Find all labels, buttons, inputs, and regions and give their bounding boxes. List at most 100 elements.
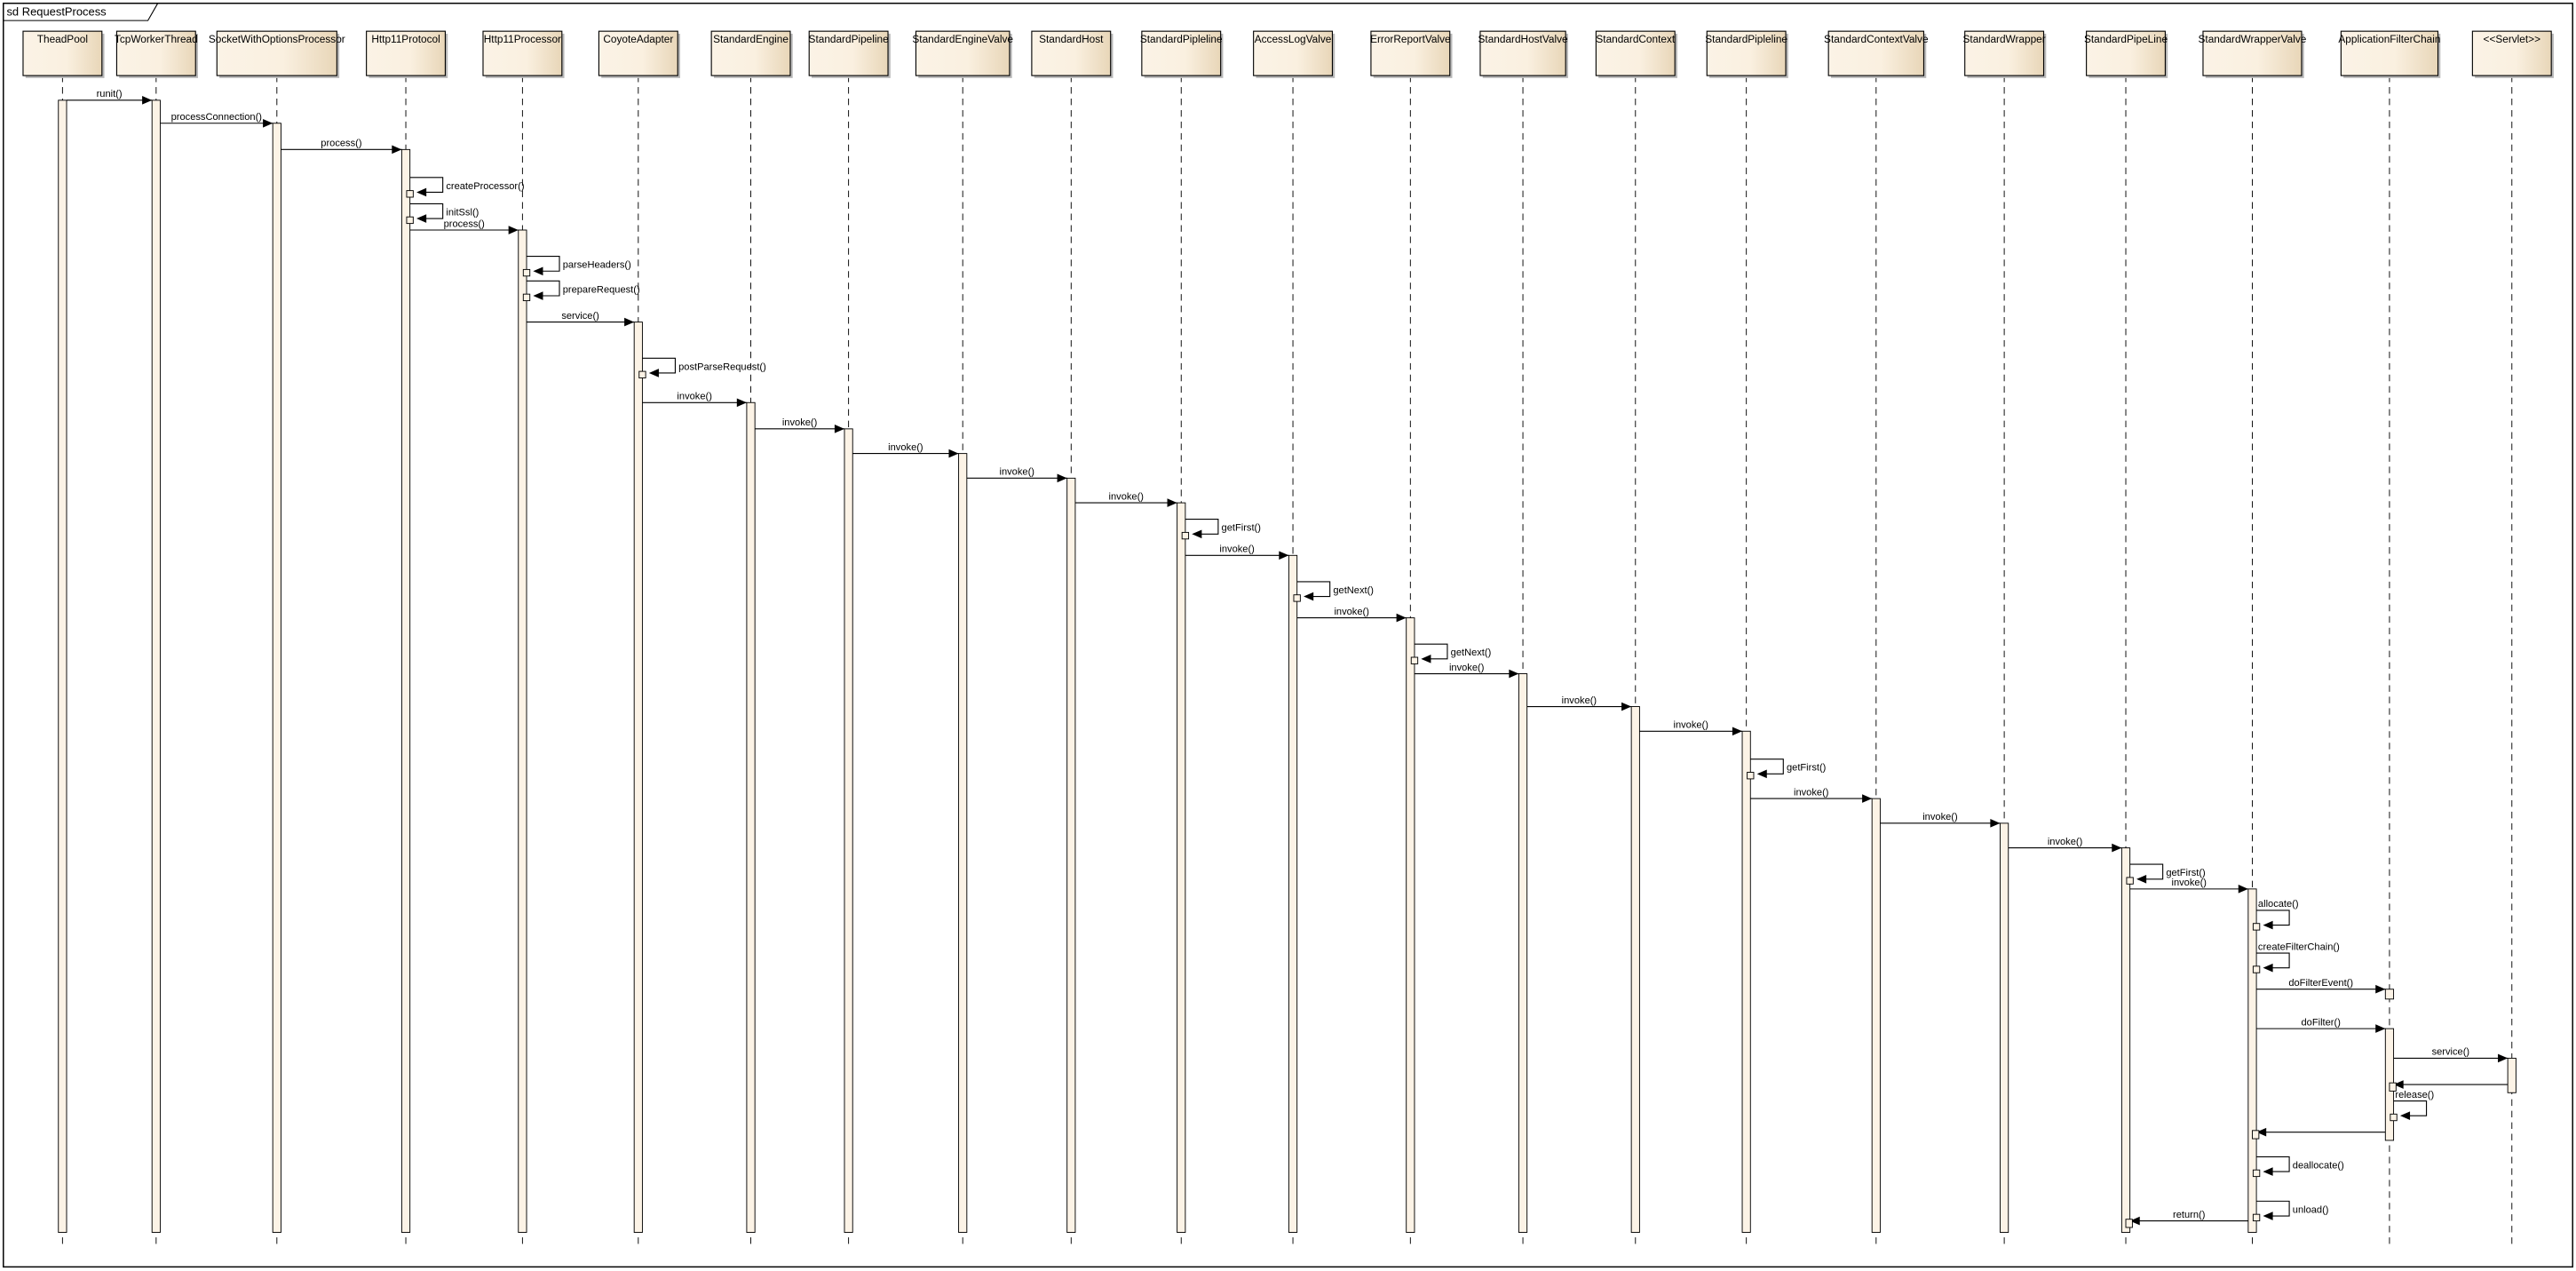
participant-16[interactable]: StandardContextValve: [1824, 30, 1929, 1246]
message[interactable]: invoke(): [1750, 787, 1873, 803]
arrowhead: [1862, 794, 1873, 803]
participant-19[interactable]: StandardWrapperValve: [2199, 30, 2307, 1246]
participant-name: TcpWorkerThread: [115, 33, 198, 45]
message[interactable]: invoke(): [1414, 663, 1519, 679]
participant-0[interactable]: TheadPool: [22, 30, 105, 1246]
participant-13[interactable]: StandardHostValve: [1478, 30, 1568, 1246]
message[interactable]: invoke(): [1185, 544, 1289, 560]
participant-21[interactable]: <<Servlet>>: [2471, 30, 2554, 1246]
message[interactable]: getNext(): [1293, 581, 1374, 602]
message-label: invoke(): [1449, 663, 1484, 673]
participant-14[interactable]: StandardContext: [1595, 30, 1677, 1246]
participant-6[interactable]: StandardEngine: [710, 30, 793, 1246]
message[interactable]: invoke(): [642, 392, 747, 408]
message[interactable]: prepareRequest(): [522, 280, 640, 302]
arrowhead: [624, 317, 635, 327]
message[interactable]: invoke(): [2008, 837, 2122, 853]
arrowhead: [2399, 1111, 2411, 1120]
message[interactable]: invoke(): [852, 442, 959, 458]
message-label: deallocate(): [2293, 1160, 2344, 1171]
participant-12[interactable]: ErrorReportValve: [1370, 30, 1453, 1246]
message[interactable]: createFilterChain(): [2252, 941, 2340, 973]
message[interactable]: process(): [281, 139, 402, 155]
message[interactable]: invoke(): [966, 467, 1067, 483]
message[interactable]: getFirst(): [1181, 519, 1261, 540]
participant-box: [808, 30, 889, 76]
message[interactable]: invoke(): [2129, 878, 2248, 894]
message[interactable]: allocate(): [2252, 899, 2299, 931]
participant-15[interactable]: StandardPipleline: [1705, 30, 1788, 1246]
message[interactable]: [2389, 1080, 2509, 1092]
message[interactable]: initSsl(): [406, 203, 479, 225]
self-call-line: [527, 256, 560, 272]
participant-9[interactable]: StandardHost: [1031, 30, 1114, 1246]
message[interactable]: invoke(): [1296, 607, 1407, 623]
participant-2[interactable]: SocketWithOptionsProcessor: [209, 30, 345, 1246]
message-label: invoke(): [1109, 491, 1144, 502]
participant-8[interactable]: StandardEngineValve: [912, 30, 1013, 1246]
frame-title: sd RequestProcess: [6, 5, 106, 19]
activation-bar: [1518, 673, 1528, 1233]
message-label: getFirst(): [1787, 763, 1826, 774]
participant-1[interactable]: TcpWorkerThread: [115, 30, 199, 1246]
arrowhead: [508, 226, 519, 234]
arrowhead: [736, 398, 747, 408]
message[interactable]: getNext(): [1410, 643, 1491, 664]
participant-4[interactable]: Http11Processor: [482, 30, 565, 1246]
return-box: [2252, 923, 2261, 931]
message[interactable]: processConnection(): [160, 112, 273, 128]
participant-name: StandardPipeLine: [2084, 33, 2168, 45]
message[interactable]: parseHeaders(): [522, 256, 631, 277]
message[interactable]: invoke(): [1639, 720, 1743, 736]
message[interactable]: unload(): [2252, 1200, 2328, 1222]
arrowhead: [1167, 498, 1177, 507]
participant-10[interactable]: StandardPipleline: [1140, 30, 1224, 1246]
participant-5[interactable]: CoyoteAdapter: [598, 30, 680, 1246]
message[interactable]: createProcessor(): [406, 177, 525, 198]
return-box: [522, 268, 531, 277]
return-box: [2252, 1130, 2260, 1140]
participant-name: StandardPipleline: [1705, 33, 1787, 45]
participant-11[interactable]: AccessLogValve: [1253, 30, 1336, 1246]
message-label: doFilterEvent(): [2288, 978, 2353, 989]
participant-name: Http11Processor: [484, 33, 561, 45]
message[interactable]: release(): [2390, 1090, 2434, 1122]
message[interactable]: doFilterEvent(): [2256, 978, 2386, 994]
message[interactable]: getFirst(): [1747, 759, 1827, 780]
participant-name: TheadPool: [37, 33, 88, 45]
activation-bar: [1406, 617, 1415, 1233]
message[interactable]: invoke(): [1074, 491, 1177, 507]
participant-17[interactable]: StandardWrapper: [1963, 30, 2047, 1246]
message[interactable]: service(): [527, 311, 635, 327]
participant-name: StandardContextValve: [1824, 33, 1929, 45]
message[interactable]: invoke(): [755, 417, 844, 433]
participant-3[interactable]: Http11Protocol: [366, 30, 448, 1246]
activation-bar: [400, 148, 411, 1233]
arrowhead: [1756, 769, 1767, 779]
participant-7[interactable]: StandardPipeline: [808, 30, 891, 1246]
message-label: getFirst(): [1222, 523, 1261, 534]
message[interactable]: [2252, 1127, 2386, 1140]
message[interactable]: runit(): [67, 89, 153, 105]
message[interactable]: service(): [2393, 1047, 2509, 1063]
arrowhead: [1279, 551, 1289, 560]
return-box: [2389, 1082, 2397, 1092]
message[interactable]: invoke(): [1880, 812, 2001, 828]
participant-20[interactable]: ApplicationFilterChain: [2338, 30, 2440, 1246]
message[interactable]: getFirst(): [2126, 863, 2206, 885]
message[interactable]: process(): [409, 218, 519, 234]
message[interactable]: invoke(): [1526, 695, 1632, 711]
activation-bar: [2507, 1057, 2517, 1093]
participant-name: <<Servlet>>: [2484, 33, 2541, 45]
arrowhead: [263, 118, 273, 128]
participant-box: [598, 30, 678, 76]
participant-name: StandardPipleline: [1140, 33, 1223, 45]
activation-bar: [1871, 798, 1881, 1233]
message-label: invoke(): [888, 442, 923, 453]
message[interactable]: doFilter(): [2256, 1017, 2386, 1033]
message[interactable]: postParseRequest(): [638, 357, 766, 378]
return-box: [638, 370, 646, 378]
message[interactable]: return(): [2125, 1210, 2248, 1228]
message[interactable]: deallocate(): [2252, 1156, 2344, 1178]
participant-18[interactable]: StandardPipeLine: [2084, 30, 2168, 1246]
